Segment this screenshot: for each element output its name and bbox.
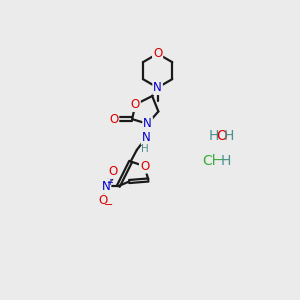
Text: Cl: Cl bbox=[202, 154, 216, 168]
Text: O: O bbox=[109, 113, 118, 126]
Text: N: N bbox=[102, 180, 110, 193]
Text: N: N bbox=[153, 81, 162, 94]
Text: O: O bbox=[216, 129, 227, 143]
Text: O: O bbox=[153, 47, 162, 60]
Text: O: O bbox=[98, 194, 108, 207]
Text: —: — bbox=[212, 154, 226, 168]
Text: H: H bbox=[221, 154, 231, 168]
Text: O: O bbox=[130, 98, 140, 111]
Text: N: N bbox=[142, 131, 150, 144]
Text: H: H bbox=[141, 144, 149, 154]
Text: O: O bbox=[108, 165, 118, 178]
Text: +: + bbox=[106, 178, 113, 187]
Text: −: − bbox=[103, 200, 113, 210]
Text: H: H bbox=[224, 129, 234, 143]
Text: O: O bbox=[140, 160, 149, 172]
Text: H: H bbox=[208, 129, 219, 143]
Text: N: N bbox=[143, 117, 152, 130]
